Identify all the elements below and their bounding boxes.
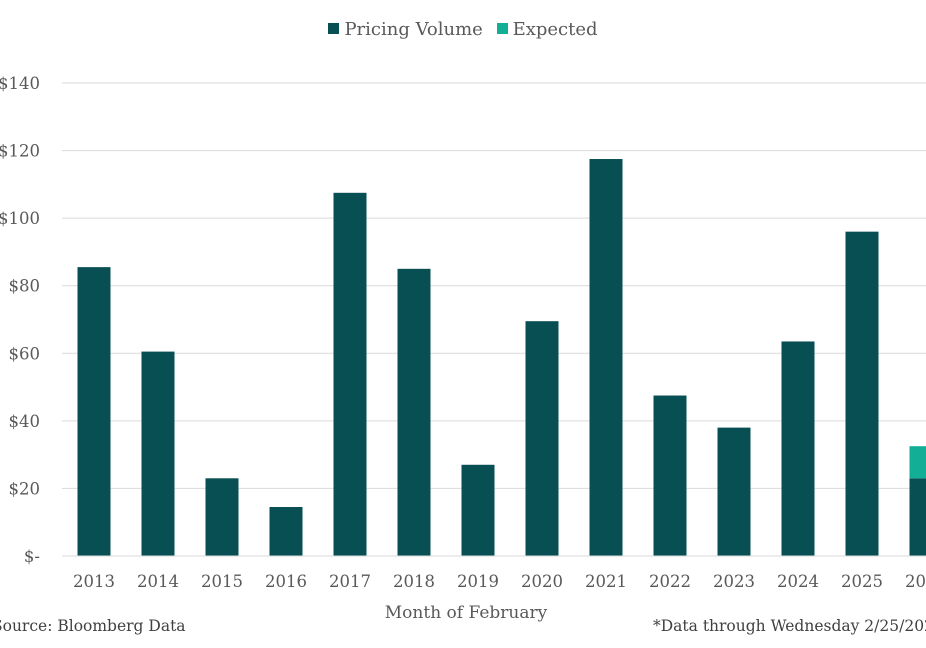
bar-pricing-volume	[205, 478, 239, 556]
bar-pricing-volume	[781, 341, 815, 556]
bar-pricing-volume	[333, 192, 367, 556]
x-tick-label: 2025	[841, 572, 883, 591]
legend-label-expected: Expected	[512, 19, 598, 40]
bar-pricing-volume	[717, 427, 751, 556]
bar-pricing-volume	[461, 464, 495, 556]
x-tick-label: 2017	[329, 572, 371, 591]
bars	[77, 159, 926, 556]
y-tick-label: $20	[9, 479, 41, 498]
x-axis-title: Month of February	[385, 603, 548, 623]
bar-pricing-volume	[397, 268, 431, 556]
bar-pricing-volume	[141, 351, 175, 556]
x-tick-label: 2020	[521, 572, 563, 591]
bar-pricing-volume	[77, 267, 111, 556]
legend-item-expected: Expected	[496, 19, 598, 40]
bar-pricing-volume	[909, 478, 926, 556]
y-tick-labels: $- $20 $40 $60 $80 $100 $120 $140	[0, 74, 40, 566]
y-tick-label: $-	[24, 547, 40, 566]
x-tick-labels: 2013 2014 2015 2016 2017 2018 2019 2020 2021 2022…	[73, 572, 926, 591]
legend-item-pricing-volume: Pricing Volume	[328, 19, 483, 40]
y-tick-label: $120	[0, 142, 40, 161]
source-note: Source: Bloomberg Data	[0, 617, 186, 635]
x-tick-label: 2018	[393, 572, 435, 591]
x-tick-label: 2026	[905, 572, 926, 591]
x-tick-label: 2023	[713, 572, 755, 591]
bar-pricing-volume	[525, 321, 559, 556]
x-tick-label: 2022	[649, 572, 691, 591]
legend: Pricing Volume Expected	[0, 19, 926, 40]
legend-swatch-expected	[496, 23, 508, 34]
y-tick-label: $60	[9, 344, 41, 363]
x-tick-label: 2015	[201, 572, 243, 591]
x-tick-label: 2013	[73, 572, 115, 591]
bar-expected	[909, 446, 926, 479]
bar-pricing-volume	[589, 159, 623, 556]
x-tick-label: 2014	[137, 572, 179, 591]
legend-label-pricing-volume: Pricing Volume	[344, 19, 483, 40]
y-tick-label: $40	[9, 412, 41, 431]
y-tick-label: $100	[0, 209, 40, 228]
x-tick-label: 2016	[265, 572, 307, 591]
y-tick-label: $80	[9, 277, 41, 296]
bar-pricing-volume	[269, 507, 303, 556]
x-tick-label: 2019	[457, 572, 499, 591]
legend-swatch-pricing-volume	[328, 23, 340, 34]
x-tick-label: 2021	[585, 572, 627, 591]
x-tick-label: 2024	[777, 572, 819, 591]
bar-pricing-volume	[845, 231, 879, 556]
data-through-note: *Data through Wednesday 2/25/2026	[653, 617, 926, 635]
y-tick-label: $140	[0, 74, 40, 93]
bar-pricing-volume	[653, 395, 687, 556]
